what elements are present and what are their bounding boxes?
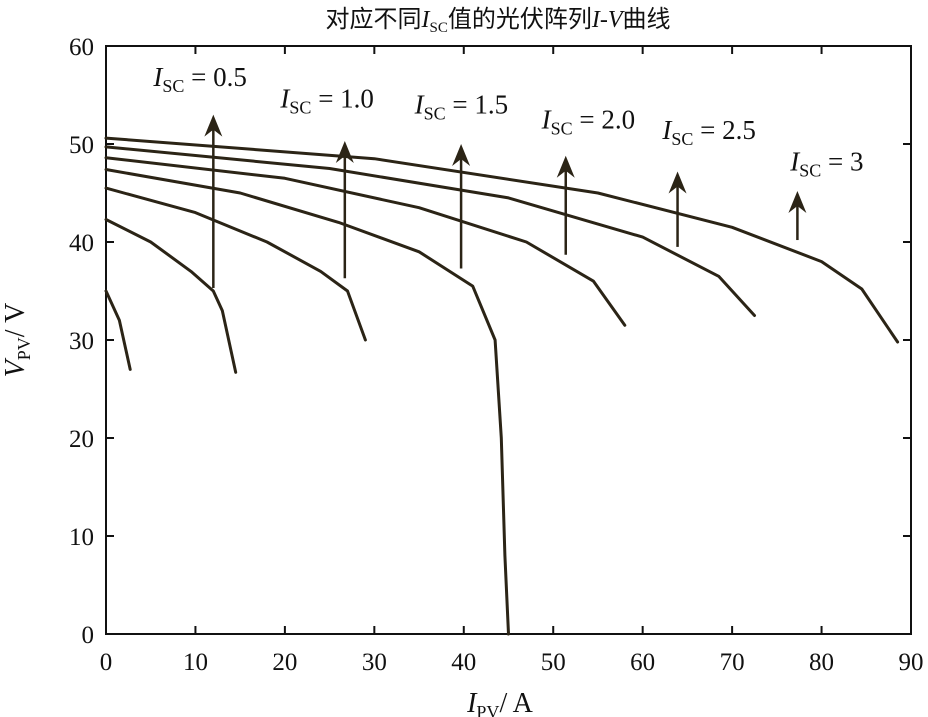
isc-arrow-head — [452, 144, 471, 166]
y-tick-label: 20 — [69, 426, 94, 453]
iv-curve-3 — [104, 186, 367, 342]
isc-label-value: = 3 — [821, 146, 863, 176]
title-middle: 值的光伏阵列 — [448, 5, 592, 33]
isc-label: ISC = 2.0 — [541, 104, 636, 138]
isc-label-var: I — [789, 146, 801, 176]
isc-label-value: = 1.0 — [311, 84, 373, 114]
isc-label-value: = 2.5 — [693, 115, 755, 145]
title-var2: I-V — [591, 7, 625, 33]
title-prefix: 对应不同 — [325, 5, 421, 33]
iv-curve-7 — [104, 136, 900, 344]
x-tick-label: 40 — [451, 649, 476, 676]
isc-label: ISC = 3 — [789, 146, 863, 180]
x-axis-label-sub: PV — [476, 702, 499, 717]
x-tick-labels: 0 10 20 30 40 50 60 70 80 90 — [100, 649, 924, 676]
x-tick-label: 0 — [100, 649, 113, 676]
y-tick-label: 50 — [69, 132, 94, 159]
y-axis-label-var: V — [0, 357, 31, 377]
y-tick-label: 40 — [69, 230, 94, 257]
isc-label: ISC = 0.5 — [152, 62, 247, 96]
isc-arrow-head — [668, 171, 687, 194]
y-axis-label-unit: / V — [0, 303, 31, 338]
isc-arrow-head — [204, 114, 223, 137]
x-axis-label-unit: / A — [499, 688, 533, 717]
isc-label-var: I — [661, 115, 673, 145]
x-tick-label: 20 — [272, 649, 297, 676]
isc-label-sub: SC — [671, 129, 693, 149]
isc-label-sub: SC — [799, 160, 821, 180]
isc-label-sub: SC — [551, 118, 573, 138]
iv-curve-5 — [104, 156, 627, 327]
isc-label: ISC = 2.5 — [661, 115, 756, 149]
iv-curves — [104, 136, 900, 636]
isc-label-sub: SC — [289, 98, 311, 118]
y-tick-label: 0 — [82, 622, 95, 649]
axis-ticks — [105, 45, 912, 635]
y-tick-label: 10 — [69, 524, 94, 551]
isc-label-var: I — [152, 62, 164, 92]
y-tick-labels: 0 10 20 30 40 50 60 — [69, 34, 94, 649]
y-tick-label: 60 — [69, 34, 94, 61]
x-tick-label: 70 — [720, 649, 745, 676]
x-axis-label-var: I — [466, 688, 478, 717]
title-sub: SC — [429, 20, 447, 36]
isc-label: ISC = 1.5 — [414, 90, 509, 124]
isc-label-sub: SC — [162, 76, 184, 96]
isc-arrow-head — [335, 141, 354, 164]
x-tick-label: 60 — [630, 649, 655, 676]
x-tick-label: 90 — [899, 649, 924, 676]
isc-label-sub: SC — [424, 104, 446, 124]
chart-title: 对应不同ISC值的光伏阵列I-V曲线 — [325, 5, 670, 36]
isc-label-value: = 2.0 — [573, 104, 635, 134]
isc-label-var: I — [279, 84, 291, 114]
y-axis-label-sub: PV — [14, 337, 34, 360]
iv-curve-1 — [104, 289, 132, 371]
title-var: I — [420, 7, 430, 33]
x-tick-label: 10 — [183, 649, 208, 676]
isc-arrow-head — [788, 191, 807, 214]
isc-label-value: = 1.5 — [446, 90, 508, 120]
y-axis-label: VPV/ V — [0, 303, 34, 378]
isc-arrow-head — [556, 155, 575, 178]
isc-label-var: I — [414, 90, 426, 120]
x-axis-label: IPV/ A — [466, 688, 534, 717]
iv-curve-6 — [104, 145, 756, 317]
y-tick-label: 30 — [69, 328, 94, 355]
isc-label: ISC = 1.0 — [279, 84, 374, 118]
x-tick-label: 30 — [362, 649, 387, 676]
isc-label-var: I — [541, 104, 553, 134]
iv-curve-4 — [104, 168, 510, 636]
x-tick-label: 50 — [541, 649, 566, 676]
isc-label-value: = 0.5 — [184, 62, 246, 92]
plot-frame — [105, 45, 912, 635]
iv-curve-2 — [104, 218, 238, 374]
x-tick-label: 80 — [809, 649, 834, 676]
title-suffix: 曲线 — [623, 5, 671, 33]
